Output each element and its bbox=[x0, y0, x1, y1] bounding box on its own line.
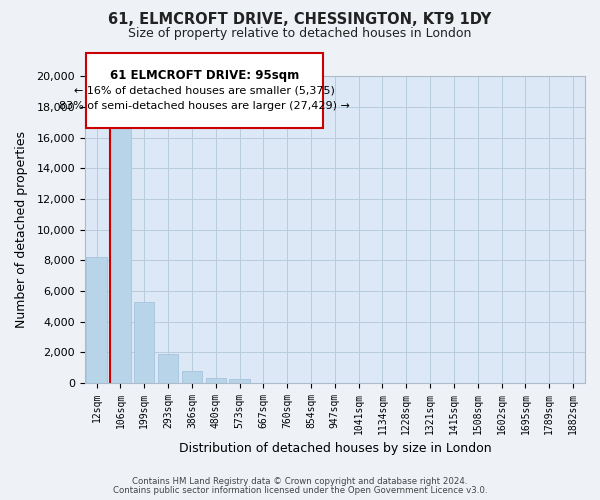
Bar bbox=[158, 354, 178, 383]
X-axis label: Distribution of detached houses by size in London: Distribution of detached houses by size … bbox=[179, 442, 491, 455]
Text: Contains HM Land Registry data © Crown copyright and database right 2024.: Contains HM Land Registry data © Crown c… bbox=[132, 477, 468, 486]
FancyBboxPatch shape bbox=[86, 54, 323, 128]
Bar bbox=[86, 257, 107, 383]
Text: ← 16% of detached houses are smaller (5,375): ← 16% of detached houses are smaller (5,… bbox=[74, 86, 335, 96]
Y-axis label: Number of detached properties: Number of detached properties bbox=[15, 131, 28, 328]
Text: Size of property relative to detached houses in London: Size of property relative to detached ho… bbox=[128, 28, 472, 40]
Bar bbox=[134, 302, 154, 383]
Text: 83% of semi-detached houses are larger (27,429) →: 83% of semi-detached houses are larger (… bbox=[59, 101, 350, 111]
Text: 61 ELMCROFT DRIVE: 95sqm: 61 ELMCROFT DRIVE: 95sqm bbox=[110, 68, 299, 82]
Text: 61, ELMCROFT DRIVE, CHESSINGTON, KT9 1DY: 61, ELMCROFT DRIVE, CHESSINGTON, KT9 1DY bbox=[109, 12, 491, 28]
Bar bbox=[110, 128, 131, 383]
Bar bbox=[182, 371, 202, 383]
Text: Contains public sector information licensed under the Open Government Licence v3: Contains public sector information licen… bbox=[113, 486, 487, 495]
Bar bbox=[206, 378, 226, 383]
Bar bbox=[229, 379, 250, 383]
